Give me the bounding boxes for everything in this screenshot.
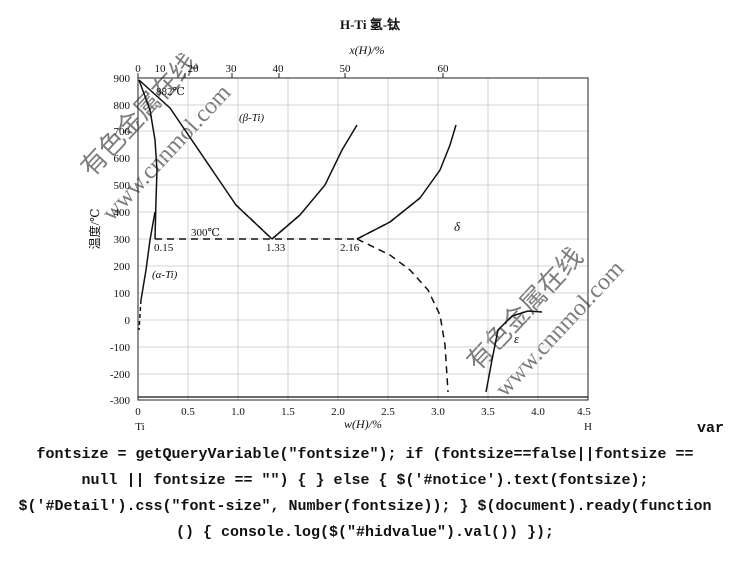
label-alpha-ti: (α-Ti) <box>152 269 178 281</box>
label-delta: δ <box>454 219 461 234</box>
y-tick-label: 400 <box>114 207 131 219</box>
code-line: null || fontsize == "") { } else { $('#n… <box>81 472 649 489</box>
code-line: () { console.log($("#hidvalue").val()) }… <box>175 524 555 541</box>
y-tick-label: 600 <box>114 153 131 165</box>
top-axis-label: x(H)/% <box>348 43 384 57</box>
x-tick-label: 2.5 <box>381 406 395 418</box>
alpha-beta-boundary <box>138 79 158 240</box>
top-tick-label: 30 <box>226 63 238 75</box>
watermark: 有色金属在线 www.cnnmol.com 有色金属在线 www.cnnmol.… <box>75 48 629 402</box>
delta-lower-boundary <box>356 238 449 393</box>
y-tick-label: 800 <box>114 100 131 112</box>
x-tick-label: 4.0 <box>531 406 545 418</box>
code-line: $('#Detail').css("font-size", Number(fon… <box>18 498 712 515</box>
x-tick-label: 2.0 <box>331 406 345 418</box>
delta-boundary <box>356 124 457 240</box>
diagram-title: H-Ti 氢-钛 <box>340 17 401 32</box>
x-tick-label: 0.5 <box>181 406 195 418</box>
top-tick-label: 10 <box>155 63 167 75</box>
x-tick-label: 1.5 <box>281 406 295 418</box>
x-tick-label: 4.5 <box>577 406 591 418</box>
top-tick-label: 0 <box>135 63 141 75</box>
phase-diagram: 有色金属在线 www.cnnmol.com 有色金属在线 www.cnnmol.… <box>75 17 629 430</box>
top-axis <box>137 73 444 78</box>
alpha-solvus-dash <box>138 299 142 331</box>
bottom-axis-label: w(H)/% <box>344 417 382 430</box>
y-tick-label: 100 <box>114 288 131 300</box>
annotation-300: 300℃ <box>191 227 220 239</box>
top-tick-label: 60 <box>438 63 450 75</box>
right-end-label: H <box>584 421 592 430</box>
code-line: fontsize = getQueryVariable("fontsize");… <box>36 446 694 463</box>
phase-boundaries <box>138 79 588 398</box>
code-snippet: var fontsize = getQueryVariable("fontsize… <box>0 416 730 579</box>
top-tick-label: 50 <box>340 63 352 75</box>
x-tick-label: 0 <box>135 406 141 418</box>
x-tick-label: 3.0 <box>431 406 445 418</box>
label-beta-ti: (β-Ti) <box>239 112 264 124</box>
annotation-882: 882℃ <box>156 86 185 98</box>
x-tick-label: 3.5 <box>481 406 495 418</box>
y-tick-label: 200 <box>114 261 131 273</box>
top-tick-label: 40 <box>273 63 285 75</box>
beta-delta-left <box>271 124 358 240</box>
y-tick-label: -100 <box>110 342 131 354</box>
alpha-solvus <box>140 211 156 301</box>
x-tick-label: 1.0 <box>231 406 245 418</box>
y-tick-label: 300 <box>114 234 131 246</box>
beta-alpha-beta-boundary-dash <box>235 204 273 240</box>
annotation-015: 0.15 <box>154 242 174 254</box>
annotation-216: 2.16 <box>340 242 360 254</box>
top-tick-label: 20 <box>188 63 200 75</box>
plot-frame <box>137 77 589 401</box>
y-tick-label: -200 <box>110 369 131 381</box>
delta-boundary-dash <box>356 197 421 240</box>
y-tick-label: -300 <box>110 395 131 407</box>
y-tick-label: 900 <box>114 73 131 85</box>
y-axis-label: 温度/℃ <box>87 209 102 250</box>
code-line: var <box>696 420 724 437</box>
left-end-label: Ti <box>135 421 144 430</box>
y-tick-label: 700 <box>114 126 131 138</box>
epsilon-boundary <box>485 310 543 393</box>
beta-delta-left-dash <box>271 214 301 240</box>
grid <box>138 78 588 400</box>
annotation-133: 1.33 <box>266 242 286 254</box>
label-epsilon: ε <box>514 331 520 346</box>
y-tick-label: 0 <box>125 315 131 327</box>
y-tick-label: 500 <box>114 180 131 192</box>
